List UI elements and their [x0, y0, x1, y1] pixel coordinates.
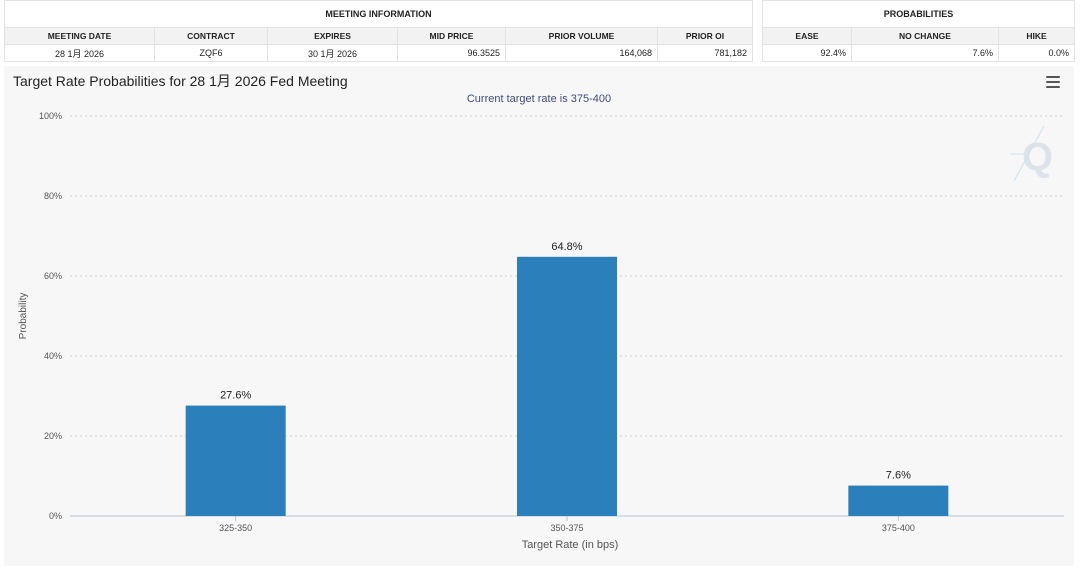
cme-q-logo-icon: Q — [1010, 125, 1053, 182]
probabilities-title: PROBABILITIES — [761, 0, 1076, 28]
cell-contract: ZQF6 — [154, 44, 268, 62]
meeting-information-title: MEETING INFORMATION — [3, 0, 754, 28]
chart-panel: Target Rate Probabilities for 28 1月 2026… — [4, 66, 1074, 566]
col-header-meeting-date: MEETING DATE — [4, 27, 155, 45]
cell-expires: 30 1月 2026 — [267, 44, 398, 62]
cell-mid-price: 96.3525 — [397, 44, 506, 62]
col-header-expires: EXPIRES — [267, 27, 398, 45]
cell-prior-oi: 781,182 — [656, 44, 754, 62]
col-header-no-change: NO CHANGE — [851, 27, 999, 45]
y-tick-label: 0% — [49, 511, 62, 521]
bar-value-label: 64.8% — [551, 241, 582, 253]
col-header-prior-oi: PRIOR OI — [656, 27, 754, 45]
chart-subtitle: Current target rate is 375-400 — [466, 93, 612, 105]
y-tick-label: 100% — [39, 111, 62, 121]
col-header-contract: CONTRACT — [154, 27, 268, 45]
bar-chart: Q 0% 20% 40% 60% 80% 100% 27.6% 325-350 64.8% 350… — [18, 111, 1064, 551]
x-axis-title: Target Rate (in bps) — [522, 539, 619, 551]
bar-value-label: 7.6% — [886, 470, 911, 482]
probabilities-table: PROBABILITIES EASE NO CHANGE HIKE 92.4% … — [761, 0, 1076, 62]
bar-325-350[interactable] — [185, 405, 286, 516]
cell-ease: 92.4% — [762, 44, 852, 62]
bar-350-375[interactable] — [517, 256, 617, 516]
y-tick-label: 20% — [44, 431, 62, 441]
cell-hike: 0.0% — [997, 44, 1076, 62]
col-header-ease: EASE — [762, 27, 852, 45]
x-tick-label: 350-375 — [550, 523, 583, 533]
y-tick-label: 80% — [44, 191, 62, 201]
y-axis-title: Probability — [18, 293, 29, 340]
cell-no-change: 7.6% — [851, 44, 999, 62]
y-tick-label: 40% — [44, 351, 62, 361]
y-tick-label: 60% — [44, 271, 62, 281]
table-row: 92.4% 7.6% 0.0% — [762, 44, 1076, 62]
chart-title: Target Rate Probabilities for 28 1月 2026… — [13, 73, 348, 89]
hamburger-menu-icon[interactable] — [1046, 76, 1060, 88]
col-header-hike: HIKE — [997, 27, 1076, 45]
cell-meeting-date: 28 1月 2026 — [4, 44, 155, 62]
col-header-prior-volume: PRIOR VOLUME — [505, 27, 658, 45]
col-header-mid-price: MID PRICE — [397, 27, 506, 45]
table-row: 28 1月 2026 ZQF6 30 1月 2026 96.3525 164,0… — [4, 44, 754, 62]
bar-value-label: 27.6% — [220, 390, 251, 402]
x-tick-label: 375-400 — [882, 523, 915, 533]
meeting-information-table: MEETING INFORMATION MEETING DATE CONTRAC… — [3, 0, 754, 62]
x-tick-label: 325-350 — [219, 523, 252, 533]
cell-prior-volume: 164,068 — [505, 44, 658, 62]
bar-375-400[interactable] — [848, 485, 949, 516]
